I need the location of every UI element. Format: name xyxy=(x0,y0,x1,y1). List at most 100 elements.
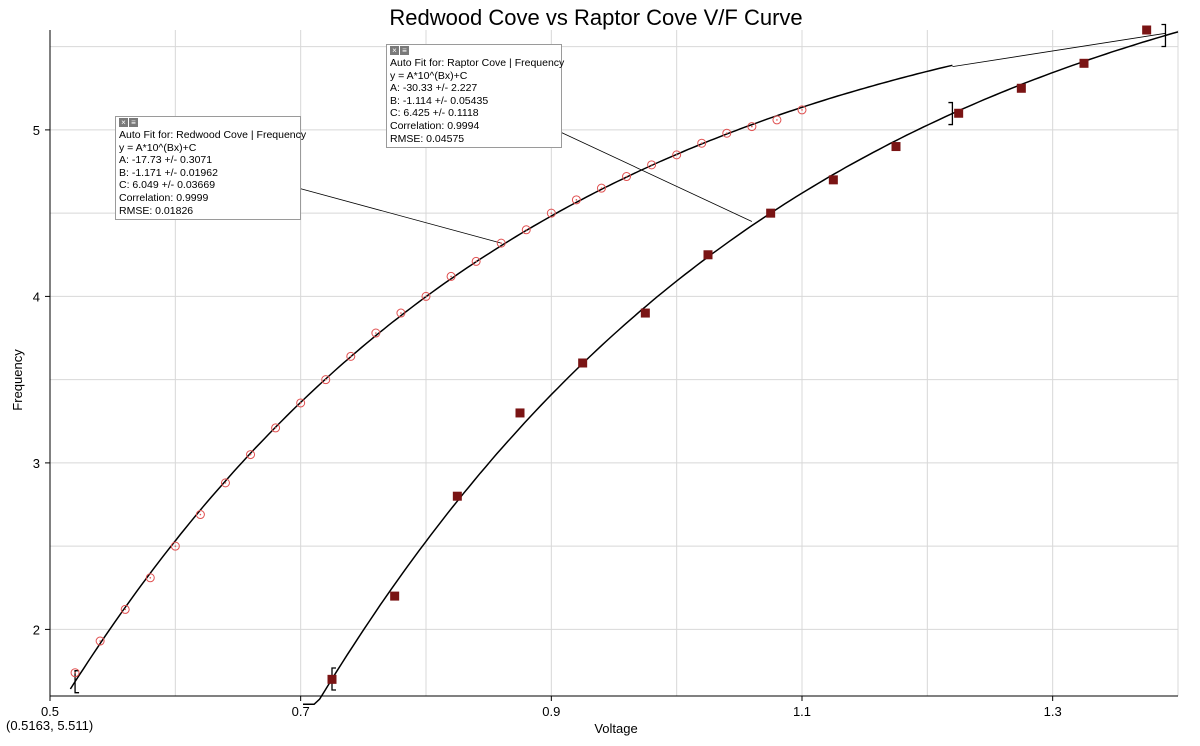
data-point-redwood-cove xyxy=(571,195,581,205)
fit-box-redwood-cove[interactable]: × ≡ Auto Fit for: Redwood Cove | Frequen… xyxy=(115,116,307,221)
data-point-raptor-cove xyxy=(954,108,964,118)
data-point-redwood-cove-dot xyxy=(776,119,778,121)
fit-range-bracket xyxy=(74,670,80,694)
x-tick-label: 1.3 xyxy=(1044,704,1062,719)
fit-range-bracket xyxy=(948,101,954,126)
fit-param-c: C: 6.425 +/- 0.1118 xyxy=(390,107,479,120)
data-point-redwood-cove-dot xyxy=(475,260,477,263)
data-point-raptor-cove xyxy=(327,674,337,684)
fit-correlation: Correlation: 0.9999 xyxy=(119,191,209,204)
data-point-redwood-cove xyxy=(70,668,80,678)
close-icon[interactable]: × xyxy=(390,46,399,55)
y-tick-label: 4 xyxy=(33,289,40,304)
data-point-redwood-cove-dot xyxy=(751,125,753,128)
fit-leader-lines xyxy=(297,129,753,244)
data-point-raptor-cove xyxy=(891,142,901,152)
fit-correlation: Correlation: 0.9994 xyxy=(390,119,480,132)
options-icon[interactable]: ≡ xyxy=(129,118,138,127)
data-points xyxy=(70,25,1152,684)
data-point-raptor-cove xyxy=(828,175,838,185)
data-point-redwood-cove xyxy=(145,573,155,583)
data-point-raptor-cove xyxy=(766,208,776,218)
fit-title: Auto Fit for: Raptor Cove | Frequency xyxy=(390,57,565,69)
data-point-redwood-cove-dot xyxy=(650,164,653,166)
y-tick-label: 2 xyxy=(33,622,40,637)
grid xyxy=(50,30,1179,696)
data-point-redwood-cove xyxy=(246,450,256,460)
x-tick-label: 0.5 xyxy=(41,704,59,719)
data-point-redwood-cove-dot xyxy=(675,154,678,156)
data-point-redwood-cove-dot xyxy=(149,576,152,579)
data-point-redwood-cove xyxy=(797,105,807,115)
fit-box-raptor-cove[interactable]: × ≡ Auto Fit for: Raptor Cove | Frequenc… xyxy=(386,44,565,149)
data-point-redwood-cove xyxy=(271,423,281,433)
data-point-redwood-cove-dot xyxy=(726,132,728,135)
fit-equation: y = A*10^(Bx)+C xyxy=(390,69,468,82)
fit-param-a: A: -30.33 +/- 2.227 xyxy=(390,82,478,95)
data-point-raptor-cove xyxy=(1079,58,1089,68)
fit-rmse: RMSE: 0.04575 xyxy=(390,132,465,145)
data-point-redwood-cove-dot xyxy=(99,640,101,642)
data-point-redwood-cove xyxy=(195,510,205,520)
data-point-redwood-cove-dot xyxy=(324,378,327,381)
data-point-raptor-cove xyxy=(390,591,400,601)
y-axis-label: Frequency xyxy=(10,349,25,411)
data-point-redwood-cove-dot xyxy=(525,229,528,231)
fit-param-b: B: -1.171 +/- 0.01962 xyxy=(119,166,218,179)
fit-param-b: B: -1.114 +/- 0.05435 xyxy=(390,94,489,107)
data-point-redwood-cove-dot xyxy=(425,295,427,298)
data-point-redwood-cove-dot xyxy=(249,453,252,456)
data-point-redwood-cove xyxy=(120,604,130,614)
fit-extension-line xyxy=(952,32,1166,68)
data-point-redwood-cove xyxy=(170,541,180,551)
data-point-redwood-cove-dot xyxy=(174,545,177,547)
data-point-redwood-cove xyxy=(722,128,732,138)
data-point-redwood-cove-dot xyxy=(625,175,628,178)
tick-labels: 0.5 0.7 0.9 1.1 1.3 2 3 4 5 xyxy=(33,123,1062,719)
y-tick-label: 3 xyxy=(33,456,40,471)
data-point-raptor-cove xyxy=(703,250,713,260)
data-point-redwood-cove xyxy=(546,208,556,218)
data-point-redwood-cove xyxy=(321,375,331,385)
data-point-redwood-cove xyxy=(697,138,707,148)
data-point-redwood-cove xyxy=(446,271,456,281)
close-icon[interactable]: × xyxy=(119,118,128,127)
data-point-raptor-cove xyxy=(452,491,462,501)
data-point-redwood-cove xyxy=(521,225,531,235)
data-point-redwood-cove-dot xyxy=(350,355,352,358)
data-point-redwood-cove-dot xyxy=(274,427,277,429)
options-icon[interactable]: ≡ xyxy=(400,46,409,55)
data-point-redwood-cove xyxy=(396,308,406,318)
data-point-raptor-cove xyxy=(515,408,525,418)
data-point-redwood-cove xyxy=(220,478,230,488)
data-point-raptor-cove xyxy=(1016,83,1026,93)
fit-equation: y = A*10^(Bx)+C xyxy=(119,141,197,154)
data-point-redwood-cove-dot xyxy=(450,275,452,278)
data-point-redwood-cove xyxy=(421,291,431,301)
fit-param-a: A: -17.73 +/- 0.3071 xyxy=(119,154,213,167)
fit-curve-1 xyxy=(303,31,1179,706)
axes xyxy=(45,30,1178,701)
x-tick-label: 0.9 xyxy=(542,704,560,719)
data-point-redwood-cove-dot xyxy=(550,212,553,214)
data-point-redwood-cove-dot xyxy=(400,312,402,314)
data-point-redwood-cove-dot xyxy=(124,608,126,611)
data-point-redwood-cove xyxy=(296,398,306,408)
fit-param-c: C: 6.049 +/- 0.03669 xyxy=(119,179,216,192)
fit-curves xyxy=(69,23,1179,706)
data-point-redwood-cove xyxy=(496,238,506,248)
data-point-redwood-cove xyxy=(371,328,381,338)
data-point-redwood-cove-dot xyxy=(74,671,76,674)
data-point-raptor-cove xyxy=(1142,25,1152,35)
data-point-redwood-cove-dot xyxy=(801,109,803,111)
data-point-redwood-cove xyxy=(672,150,682,160)
data-point-redwood-cove xyxy=(647,160,657,170)
data-point-raptor-cove xyxy=(640,308,650,318)
data-point-raptor-cove xyxy=(578,358,588,368)
data-point-redwood-cove xyxy=(596,183,606,193)
coordinate-readout: (0.5163, 5.511) xyxy=(6,718,94,733)
fit-title: Auto Fit for: Redwood Cove | Frequency xyxy=(119,129,307,141)
data-point-redwood-cove xyxy=(346,351,356,361)
data-point-redwood-cove-dot xyxy=(500,242,503,244)
